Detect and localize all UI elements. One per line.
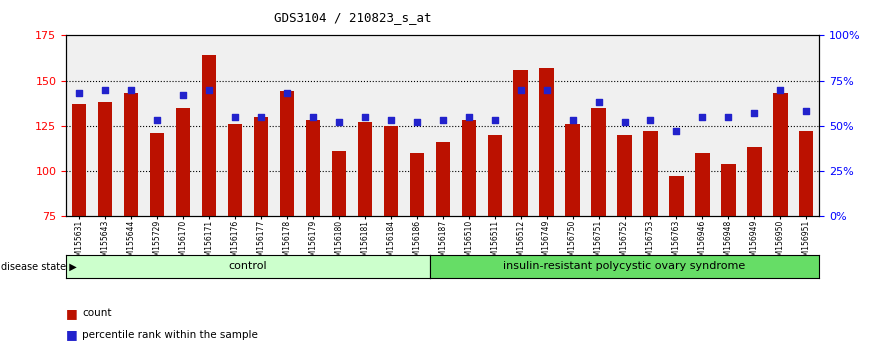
- Bar: [254, 116, 268, 216]
- Point: [332, 119, 346, 125]
- Point: [306, 114, 320, 119]
- Point: [202, 87, 216, 92]
- Bar: [279, 91, 294, 216]
- Point: [643, 118, 657, 123]
- Bar: [566, 124, 580, 216]
- Bar: [306, 120, 320, 216]
- Point: [435, 118, 449, 123]
- Text: insulin-resistant polycystic ovary syndrome: insulin-resistant polycystic ovary syndr…: [503, 261, 745, 272]
- Bar: [358, 122, 372, 216]
- Point: [98, 87, 112, 92]
- Point: [358, 114, 372, 119]
- Bar: [514, 70, 528, 216]
- Bar: [462, 120, 476, 216]
- Point: [539, 87, 553, 92]
- Point: [280, 90, 294, 96]
- Point: [410, 119, 424, 125]
- Bar: [591, 108, 606, 216]
- Bar: [487, 135, 502, 216]
- Bar: [98, 102, 112, 216]
- Bar: [799, 131, 813, 216]
- Point: [695, 114, 709, 119]
- Point: [722, 114, 736, 119]
- Bar: [695, 153, 709, 216]
- Point: [72, 90, 86, 96]
- Bar: [539, 68, 554, 216]
- Text: percentile rank within the sample: percentile rank within the sample: [82, 330, 258, 339]
- Point: [228, 114, 242, 119]
- Bar: [774, 93, 788, 216]
- Bar: [618, 135, 632, 216]
- Point: [514, 87, 528, 92]
- Bar: [383, 126, 398, 216]
- Point: [566, 118, 580, 123]
- Point: [176, 92, 190, 98]
- Point: [774, 87, 788, 92]
- Bar: [435, 142, 450, 216]
- Bar: [202, 55, 216, 216]
- Text: ■: ■: [66, 328, 82, 341]
- Point: [384, 118, 398, 123]
- Point: [150, 118, 164, 123]
- Point: [747, 110, 761, 116]
- Point: [670, 128, 684, 134]
- Text: disease state ▶: disease state ▶: [1, 261, 77, 272]
- Bar: [331, 151, 346, 216]
- Bar: [643, 131, 657, 216]
- Bar: [124, 93, 138, 216]
- Bar: [72, 104, 86, 216]
- Bar: [150, 133, 164, 216]
- Bar: [670, 176, 684, 216]
- Point: [124, 87, 138, 92]
- Point: [618, 119, 632, 125]
- Text: control: control: [228, 261, 267, 272]
- Text: count: count: [82, 308, 111, 318]
- Bar: [747, 147, 761, 216]
- Point: [254, 114, 268, 119]
- Bar: [722, 164, 736, 216]
- Bar: [228, 124, 242, 216]
- Bar: [410, 153, 424, 216]
- Text: ■: ■: [66, 307, 82, 320]
- Point: [591, 99, 605, 105]
- Point: [487, 118, 501, 123]
- Point: [462, 114, 476, 119]
- Point: [799, 108, 813, 114]
- Text: GDS3104 / 210823_s_at: GDS3104 / 210823_s_at: [274, 11, 431, 24]
- Bar: [176, 108, 190, 216]
